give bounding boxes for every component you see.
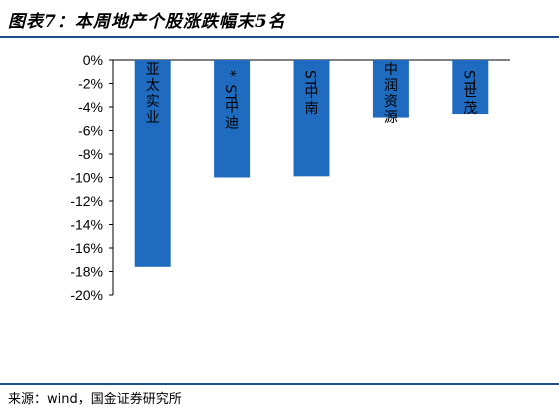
category-label-part: 南 bbox=[305, 101, 319, 117]
category-label-part: ST bbox=[460, 70, 476, 88]
y-tick-label: -12% bbox=[70, 193, 103, 209]
category-label-part: 太 bbox=[146, 78, 160, 94]
category-label-part: 亚 bbox=[146, 62, 160, 78]
source-rule bbox=[0, 383, 559, 385]
category-label-part: 中 bbox=[305, 85, 319, 101]
y-tick-label: 0% bbox=[83, 52, 103, 68]
category-label-part: 世 bbox=[463, 85, 477, 101]
category-label-part: 中 bbox=[384, 62, 398, 78]
y-tick-label: -16% bbox=[70, 240, 103, 256]
category-label-part: 实 bbox=[146, 94, 160, 110]
y-tick-label: -6% bbox=[78, 123, 103, 139]
y-tick-label: -20% bbox=[70, 287, 103, 303]
category-label-part: * bbox=[222, 70, 238, 77]
title-rule bbox=[0, 36, 559, 38]
bars-group bbox=[134, 60, 489, 267]
y-tick-label: -8% bbox=[78, 146, 103, 162]
y-tick-label: -2% bbox=[78, 76, 103, 92]
category-label-part: 源 bbox=[384, 110, 398, 126]
category-label-part: 资 bbox=[384, 94, 398, 110]
source-note: 来源：wind，国金证券研究所 bbox=[8, 392, 182, 407]
y-axis: 0% -2% -4% -6% -8% -10% -12% -14% -16% -18% -20% bbox=[70, 52, 510, 303]
category-label-part: ST bbox=[302, 70, 318, 88]
category-label-part: 润 bbox=[384, 78, 398, 94]
category-label-part: 业 bbox=[146, 110, 160, 126]
category-label-part: 茂 bbox=[463, 100, 477, 117]
y-tick-label: -18% bbox=[70, 264, 103, 280]
bar bbox=[293, 60, 330, 177]
bar bbox=[452, 60, 489, 115]
category-label-part: 中 bbox=[225, 100, 239, 116]
bar bbox=[134, 60, 171, 267]
figure-title: 图表7：本周地产个股涨跌幅末5名 bbox=[8, 12, 286, 32]
category-label-part: 迪 bbox=[225, 116, 239, 132]
y-tick-label: -10% bbox=[70, 170, 103, 186]
bar bbox=[372, 60, 409, 118]
category-label-part: ST bbox=[222, 85, 238, 103]
y-tick-label: -14% bbox=[70, 217, 103, 233]
y-tick-label: -4% bbox=[78, 99, 103, 115]
bar bbox=[214, 60, 251, 178]
